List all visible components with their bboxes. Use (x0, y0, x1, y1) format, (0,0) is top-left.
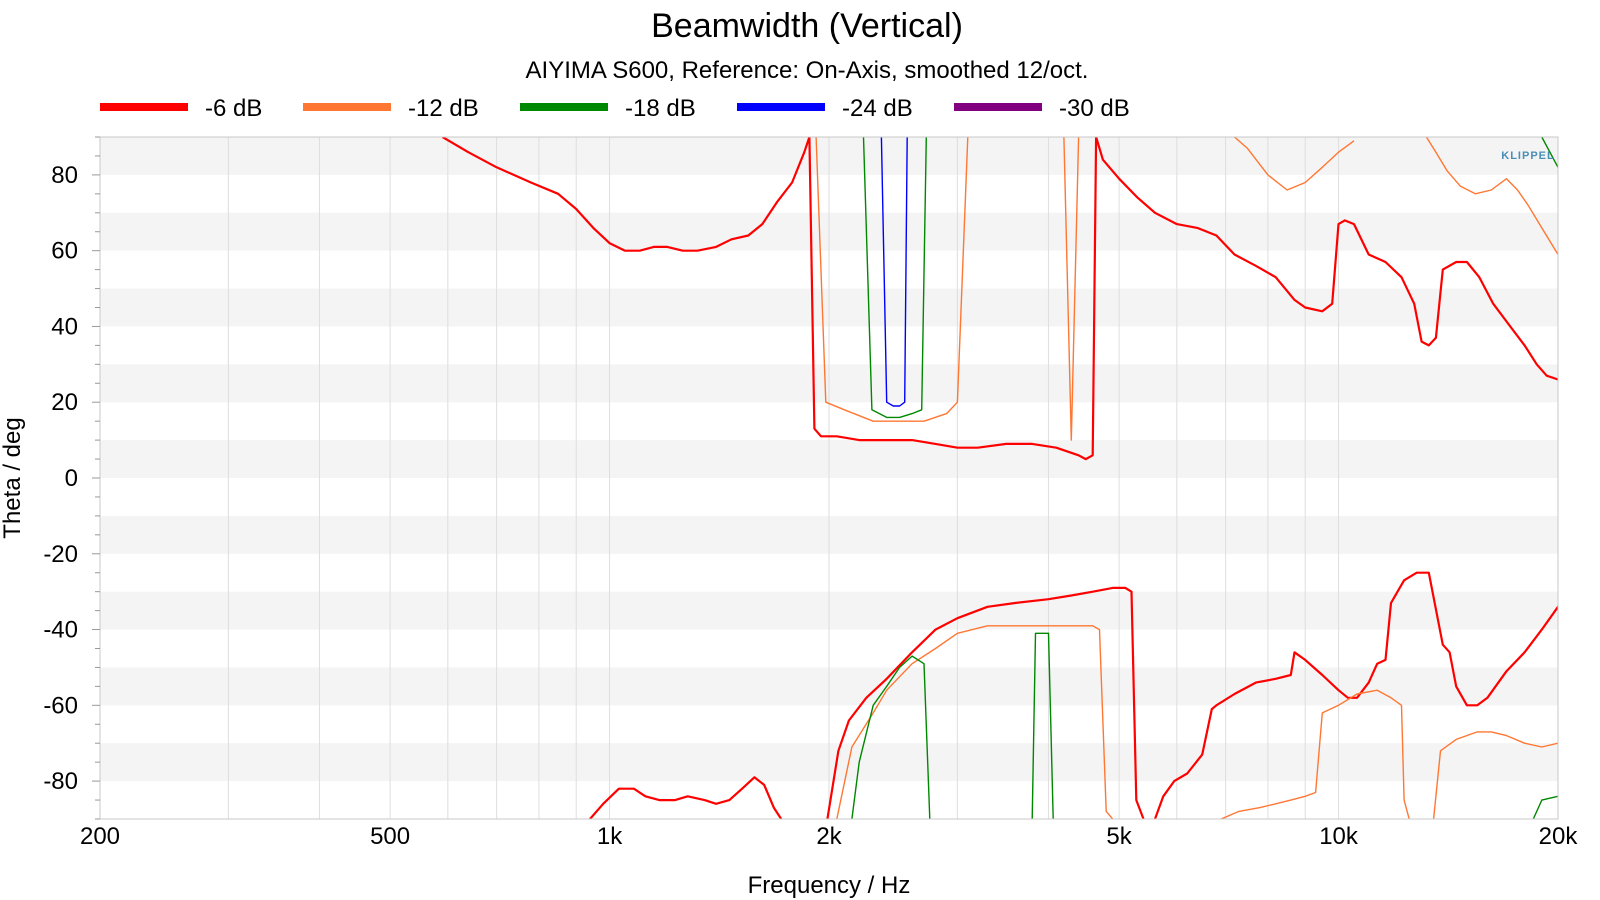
y-axis-label: Theta / deg (0, 417, 26, 538)
legend-label: -6 dB (205, 95, 262, 122)
x-tick-label: 10k (1319, 823, 1359, 850)
y-tick-label: 20 (51, 389, 78, 416)
series-line (1063, 137, 1080, 441)
series-6dbdb (441, 137, 1558, 819)
series-line (826, 586, 1145, 819)
series-line (1031, 632, 1054, 819)
series-line (815, 137, 969, 422)
legend-swatch (303, 103, 391, 111)
legend-label: -18 dB (625, 95, 696, 122)
series-line (1220, 689, 1410, 819)
chart-title: Beamwidth (Vertical) (651, 7, 963, 45)
y-tick-label: 80 (51, 162, 78, 189)
plot-area (441, 137, 1558, 819)
legend-label: -24 dB (842, 95, 913, 122)
series-line (1425, 137, 1558, 257)
legend-swatch (954, 103, 1042, 111)
series-line (862, 137, 927, 419)
klippel-watermark: KLIPPEL (1501, 150, 1554, 162)
y-tick-label: -60 (43, 692, 78, 719)
x-tick-label: 200 (80, 823, 120, 850)
legend-swatch (520, 103, 608, 111)
y-tick-label: -40 (43, 617, 78, 644)
series-line (1234, 137, 1355, 191)
series-12dbdb (815, 137, 1558, 819)
legend: -6 dB -12 dB -18 dB -24 dB -30 dB (100, 95, 1130, 122)
x-axis-ticks: 200 500 1k 2k 5k 10k 20k (80, 823, 1578, 850)
x-tick-label: 1k (597, 823, 623, 850)
x-axis-label: Frequency / Hz (748, 872, 911, 899)
chart-subtitle: AIYIMA S600, Reference: On-Axis, smoothe… (526, 57, 1089, 84)
series-18dbdb (851, 137, 1558, 819)
series-line (851, 655, 931, 819)
series-line (1153, 571, 1558, 819)
y-tick-label: -20 (43, 541, 78, 568)
series-line (880, 137, 908, 407)
legend-label: -30 dB (1059, 95, 1130, 122)
series-line (1095, 137, 1558, 381)
x-tick-label: 5k (1106, 823, 1132, 850)
y-tick-label: 60 (51, 238, 78, 265)
y-axis-ticks: 80 60 40 20 0 -20 -40 -60 -80 (43, 136, 100, 820)
series-line (589, 776, 783, 819)
series-24dbdb (880, 137, 908, 407)
x-tick-label: 2k (816, 823, 842, 850)
legend-label: -12 dB (408, 95, 479, 122)
x-tick-label: 500 (370, 823, 410, 850)
series-line (836, 625, 1114, 819)
series-line (808, 137, 1098, 461)
y-tick-label: 0 (65, 465, 78, 492)
y-tick-label: 40 (51, 313, 78, 340)
series-line (1432, 731, 1558, 819)
y-tick-label: -80 (43, 768, 78, 795)
legend-swatch (100, 103, 188, 111)
series-line (441, 137, 811, 252)
x-tick-label: 20k (1539, 823, 1579, 850)
legend-swatch (737, 103, 825, 111)
